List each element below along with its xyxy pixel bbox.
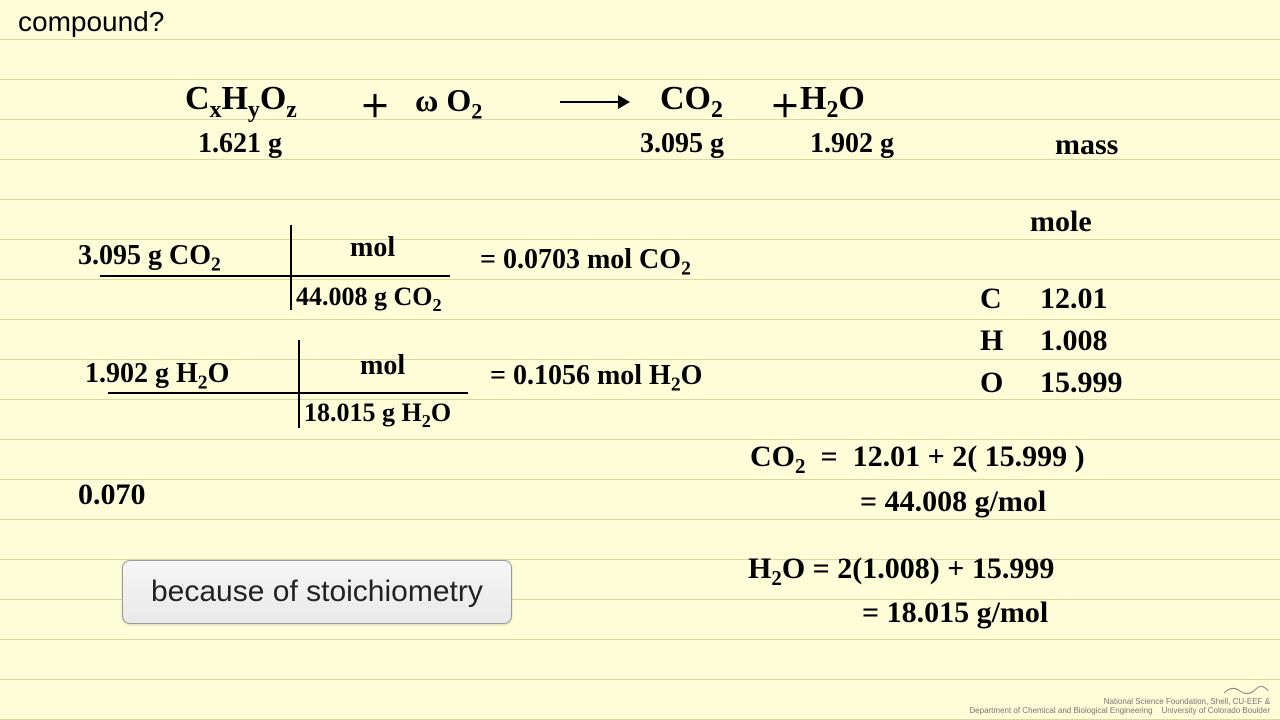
mole-label: mole	[1030, 205, 1092, 239]
co2-calc-hbar	[100, 275, 450, 277]
h2o-calc-result: = 0.1056 mol H2O	[490, 360, 702, 397]
molar-mass-co2-line1: CO2 = 12.01 + 2( 15.999 )	[750, 440, 1085, 479]
co2-calc-quantity: 3.095 g CO2	[78, 240, 221, 277]
product-co2-mass: 3.095 g	[640, 128, 724, 160]
footer-line2: Department of Chemical and Biological En…	[969, 706, 1152, 715]
h2o-calc-denominator: 18.015 g H2O	[304, 398, 451, 432]
footer-line3: University of Colorado Boulder	[1162, 706, 1271, 715]
h2o-calc-hbar	[108, 392, 468, 394]
footer-line1: National Science Foundation, Shell, CU-E…	[969, 697, 1270, 707]
atomic-mass-h-sym: H	[980, 324, 1003, 358]
reactant-compound: CxHyOz	[185, 80, 297, 124]
reactant-oxygen: ω O2	[415, 82, 482, 124]
h2o-calc-quantity: 1.902 g H2O	[85, 358, 229, 395]
page-header-fragment: compound?	[18, 6, 164, 38]
caption-text: because of stoichiometry	[151, 575, 483, 608]
co2-calc-denominator: 44.008 g CO2	[296, 282, 442, 316]
h2o-calc-numerator: mol	[360, 350, 405, 382]
formula-text: CxHyOz	[185, 80, 297, 117]
atomic-mass-c-sym: C	[980, 282, 1002, 316]
reactant-compound-mass: 1.621 g	[198, 128, 282, 160]
atomic-mass-h-val: 1.008	[1040, 324, 1108, 358]
product-co2: CO2	[660, 80, 723, 124]
caption-box: because of stoichiometry	[122, 560, 512, 624]
molar-mass-h2o-line1: H2O = 2(1.008) + 15.999	[748, 552, 1054, 591]
molar-mass-co2-line2: = 44.008 g/mol	[860, 485, 1046, 519]
plus-2: ＋	[770, 82, 800, 126]
footer-credits: National Science Foundation, Shell, CU-E…	[969, 681, 1270, 716]
mass-label: mass	[1055, 128, 1118, 162]
co2-calc-numerator: mol	[350, 232, 395, 264]
atomic-mass-o-val: 15.999	[1040, 366, 1123, 400]
atomic-mass-o-sym: O	[980, 366, 1003, 400]
plus-1: ＋	[360, 82, 390, 126]
co2-calc-vbar	[290, 225, 292, 310]
h2o-calc-vbar	[298, 340, 300, 428]
co2-calc-result: = 0.0703 mol CO2	[480, 244, 691, 281]
partial-number: 0.070	[78, 478, 146, 512]
molar-mass-h2o-line2: = 18.015 g/mol	[862, 596, 1048, 630]
product-h2o-mass: 1.902 g	[810, 128, 894, 160]
reaction-arrow	[560, 92, 630, 112]
product-h2o: H2O	[800, 80, 865, 124]
atomic-mass-c-val: 12.01	[1040, 282, 1108, 316]
footer-logo-icon	[1222, 681, 1270, 697]
